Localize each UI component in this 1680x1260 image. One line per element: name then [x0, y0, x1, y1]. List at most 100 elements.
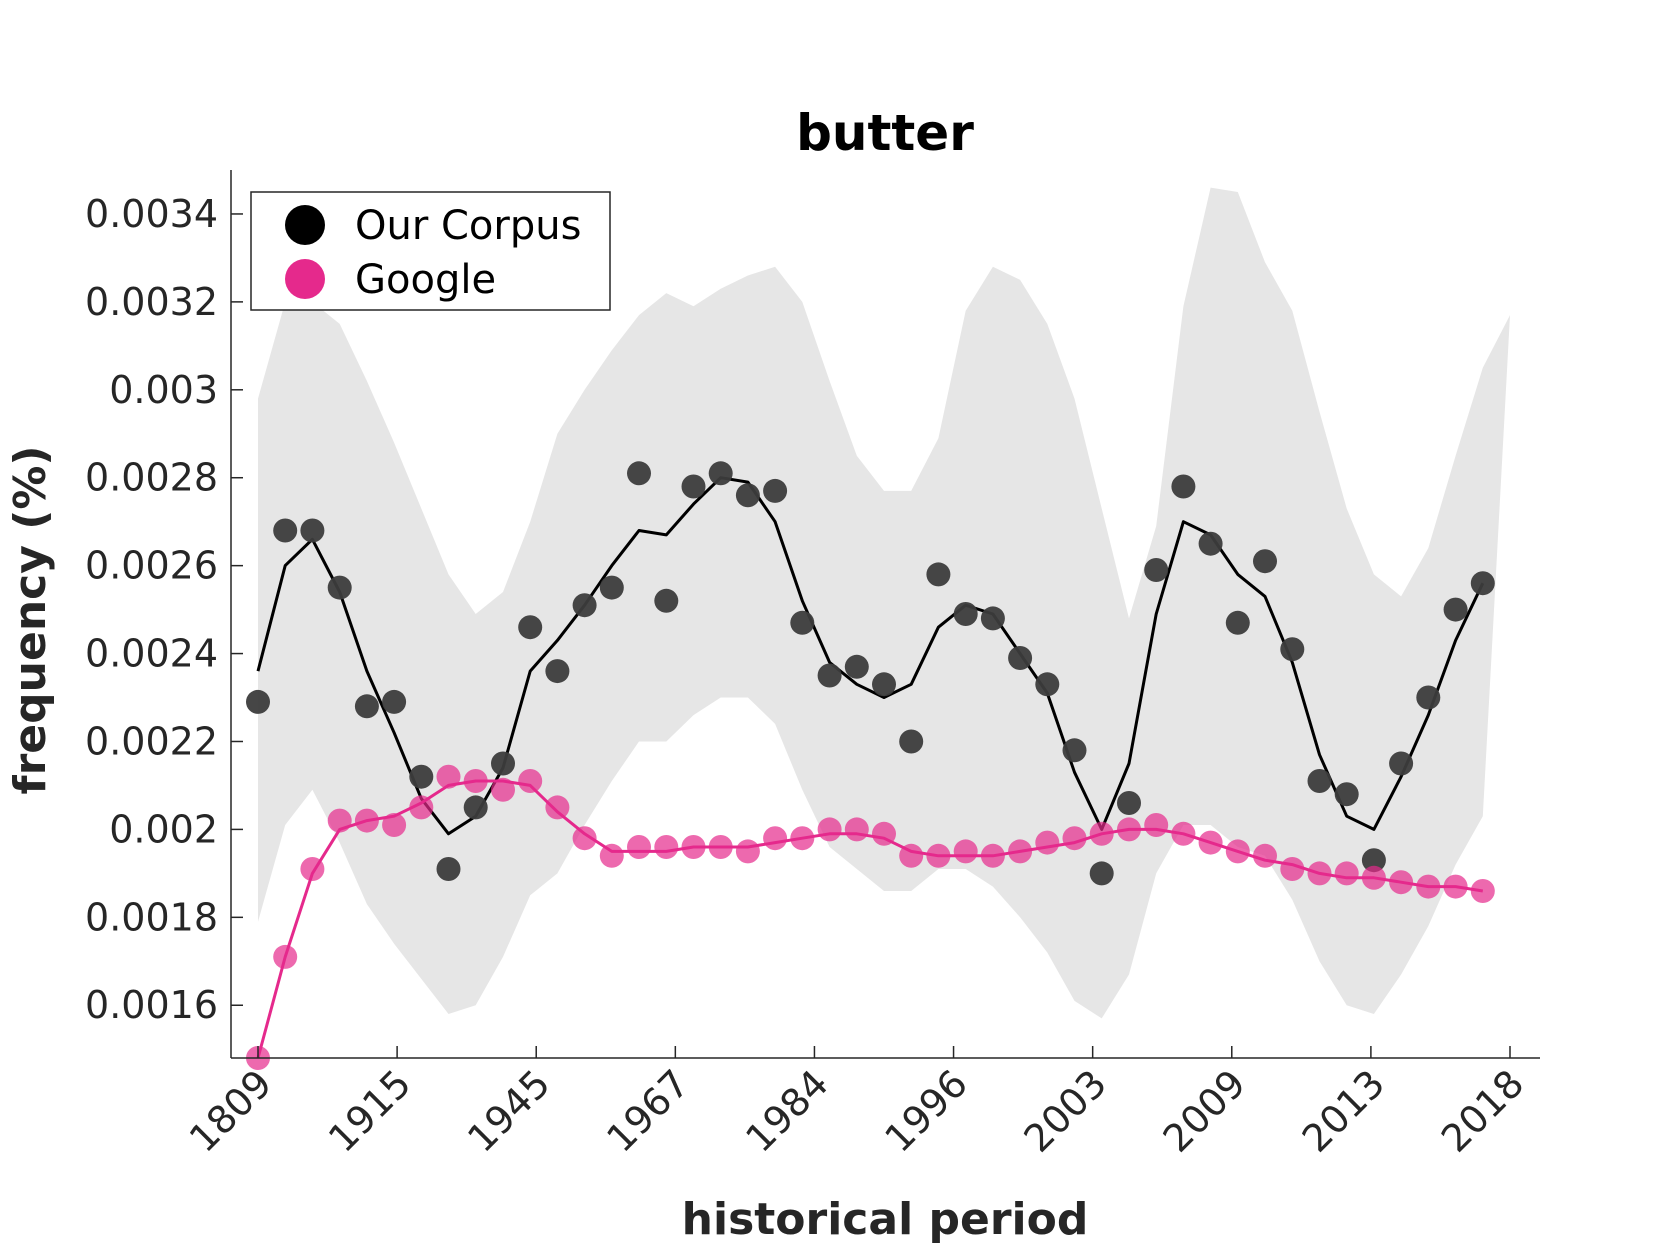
- corpus-data-point: [1117, 791, 1141, 815]
- y-tick-label: 0.0026: [85, 544, 218, 588]
- corpus-data-point: [1035, 672, 1060, 697]
- corpus-data-point: [246, 689, 270, 714]
- corpus-data-point: [1144, 558, 1169, 582]
- google-data-point: [518, 769, 543, 793]
- corpus-data-point: [817, 663, 842, 688]
- google-data-point: [817, 817, 842, 842]
- google-data-point: [1361, 865, 1386, 890]
- corpus-data-point: [300, 518, 325, 543]
- google-data-point: [1334, 861, 1359, 886]
- google-data-point: [1470, 879, 1495, 903]
- google-point-layer: [246, 764, 1495, 1070]
- google-data-point: [1389, 870, 1414, 895]
- corpus-data-point: [491, 751, 515, 776]
- legend-marker-our-corpus: [285, 205, 325, 245]
- google-data-point: [1144, 813, 1169, 837]
- google-data-point: [463, 769, 488, 793]
- legend: Our Corpus Google: [250, 191, 611, 311]
- corpus-data-point: [1280, 637, 1305, 662]
- confidence-band-layer: [258, 187, 1510, 1019]
- corpus-data-point: [1361, 848, 1386, 873]
- corpus-data-point: [1089, 861, 1114, 886]
- corpus-data-point: [926, 562, 951, 587]
- corpus-data-point: [790, 610, 815, 635]
- google-data-point: [491, 777, 515, 802]
- corpus-data-point: [681, 474, 706, 499]
- y-tick-label: 0.0016: [85, 983, 218, 1027]
- google-data-point: [790, 826, 815, 851]
- corpus-data-point: [1334, 782, 1359, 807]
- google-data-point: [1225, 839, 1250, 864]
- google-data-point: [654, 835, 679, 859]
- google-data-point: [681, 835, 706, 859]
- corpus-data-point: [463, 795, 488, 820]
- google-data-point: [708, 835, 733, 859]
- google-data-point: [735, 839, 760, 864]
- corpus-point-layer: [246, 461, 1495, 886]
- corpus-data-point: [599, 575, 624, 600]
- y-tick-label: 0.0024: [85, 632, 218, 676]
- google-data-point: [354, 808, 379, 833]
- google-data-point: [1117, 817, 1141, 842]
- google-data-point: [1253, 843, 1277, 868]
- corpus-data-point: [518, 615, 543, 640]
- corpus-data-point: [1171, 474, 1196, 499]
- google-data-point: [1062, 826, 1087, 851]
- corpus-confidence-band: [258, 187, 1510, 1019]
- chart-title: butter: [796, 104, 974, 162]
- google-data-point: [627, 835, 651, 859]
- google-data-point: [300, 857, 325, 881]
- corpus-data-point: [763, 478, 788, 503]
- google-data-point: [1008, 839, 1033, 864]
- corpus-data-point: [545, 659, 570, 684]
- corpus-data-point: [1253, 549, 1277, 574]
- legend-marker-google: [285, 259, 325, 299]
- google-data-point: [872, 821, 896, 846]
- corpus-data-point: [872, 672, 896, 697]
- corpus-data-point: [735, 483, 760, 508]
- corpus-data-point: [1198, 531, 1223, 556]
- corpus-data-point: [953, 602, 978, 626]
- corpus-data-point: [1008, 646, 1033, 670]
- google-data-point: [436, 764, 461, 789]
- corpus-line-layer: [256, 476, 1485, 836]
- google-data-point: [1089, 821, 1114, 846]
- google-data-point: [899, 843, 924, 868]
- corpus-data-point: [382, 689, 407, 714]
- corpus-data-point: [1443, 597, 1468, 622]
- legend-label-google: Google: [355, 257, 496, 303]
- corpus-data-point: [1470, 571, 1495, 596]
- corpus-data-point: [654, 588, 679, 613]
- corpus-data-point: [354, 694, 379, 719]
- corpus-data-point: [572, 593, 597, 618]
- axes: [230, 170, 1540, 1059]
- corpus-data-point: [708, 461, 733, 486]
- corpus-data-point: [1062, 738, 1087, 763]
- google-data-point: [1198, 830, 1223, 855]
- google-smoothed-line: [256, 779, 1484, 1059]
- google-data-point: [1171, 821, 1196, 846]
- corpus-smoothed-line: [256, 476, 1485, 836]
- corpus-data-point: [1307, 769, 1332, 793]
- y-tick-label: 0.0018: [85, 895, 218, 939]
- google-data-point: [1280, 857, 1305, 881]
- google-data-point: [1307, 861, 1332, 886]
- google-data-point: [980, 843, 1005, 868]
- google-data-point: [844, 817, 869, 842]
- corpus-data-point: [327, 575, 352, 600]
- y-axis-label: frequency (%): [5, 445, 56, 794]
- google-data-point: [327, 808, 352, 833]
- y-tick-label: 0.002: [109, 807, 218, 851]
- corpus-data-point: [273, 518, 298, 543]
- corpus-data-point: [627, 461, 651, 486]
- y-tick-label: 0.003: [109, 368, 218, 412]
- google-data-point: [273, 944, 298, 969]
- y-tick-label: 0.0022: [85, 719, 218, 763]
- y-ticks: 0.0016 0.0018 0.002 0.0022 0.0024 0.0026 0.002…: [85, 192, 243, 1027]
- google-line-layer: [256, 779, 1484, 1059]
- google-data-point: [926, 843, 951, 868]
- google-data-point: [1035, 830, 1060, 855]
- y-tick-label: 0.0032: [85, 280, 218, 324]
- google-data-point: [763, 826, 788, 851]
